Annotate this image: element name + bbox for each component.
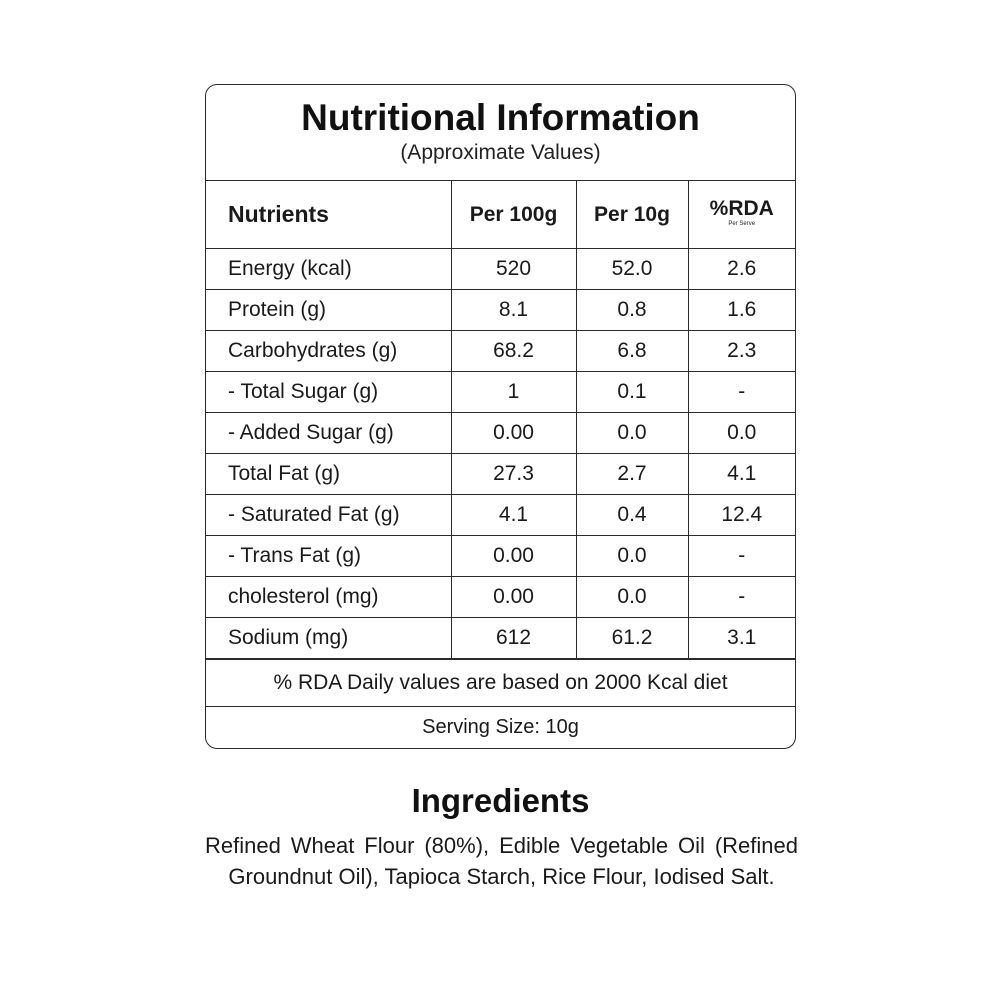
per-100g-cell: 0.00 bbox=[450, 535, 577, 577]
rda-header-sublabel: Per Serve bbox=[728, 220, 756, 227]
per-10g-cell: 6.8 bbox=[575, 330, 689, 372]
per-10g-cell: 0.0 bbox=[575, 412, 689, 454]
nutrient-name-cell: - Total Sugar (g) bbox=[206, 371, 452, 413]
table-row: Carbohydrates (g) 68.2 6.8 2.3 bbox=[206, 330, 795, 372]
table-row: - Total Sugar (g) 1 0.1- bbox=[206, 371, 795, 413]
nutrient-name-cell: Protein (g) bbox=[206, 289, 452, 331]
nutrient-name-cell: - Trans Fat (g) bbox=[206, 535, 452, 577]
column-header-nutrients: Nutrients bbox=[206, 181, 452, 249]
table-row: - Added Sugar (g) 0.00 0.0 0.0 bbox=[206, 412, 795, 454]
rda-cell: 3.1 bbox=[687, 617, 795, 659]
serving-size: Serving Size: 10g bbox=[206, 706, 795, 748]
column-header-rda: %RDA Per Serve bbox=[687, 181, 795, 249]
nutrition-panel: Nutritional Information (Approximate Val… bbox=[205, 84, 796, 749]
per-100g-cell: 612 bbox=[450, 617, 577, 659]
per-100g-cell: 0.00 bbox=[450, 412, 577, 454]
per-100g-cell: 4.1 bbox=[450, 494, 577, 536]
per-100g-cell: 68.2 bbox=[450, 330, 577, 372]
table-row: Sodium (mg) 612 61.2 3.1 bbox=[206, 617, 795, 659]
per-100g-cell: 27.3 bbox=[450, 453, 577, 495]
per-100g-cell: 0.00 bbox=[450, 576, 577, 618]
per-10g-cell: 52.0 bbox=[575, 248, 689, 290]
panel-header: Nutritional Information (Approximate Val… bbox=[206, 85, 795, 181]
panel-subtitle: (Approximate Values) bbox=[400, 141, 601, 164]
rda-cell: 12.4 bbox=[687, 494, 795, 536]
nutrient-name-cell: - Added Sugar (g) bbox=[206, 412, 452, 454]
nutrient-name-cell: cholesterol (mg) bbox=[206, 576, 452, 618]
rda-cell: 0.0 bbox=[687, 412, 795, 454]
per-10g-cell: 0.4 bbox=[575, 494, 689, 536]
ingredients-text: Refined Wheat Flour (80%), Edible Vegeta… bbox=[205, 833, 798, 889]
table-row: Protein (g) 8.1 0.8 1.6 bbox=[206, 289, 795, 331]
rda-cell: - bbox=[687, 535, 795, 577]
nutrition-table: Nutrients Per 100g Per 10g %RDA Per Serv… bbox=[206, 181, 795, 659]
table-row: cholesterol (mg) 0.00 0.0- bbox=[206, 576, 795, 618]
table-row: Total Fat (g) 27.3 2.7 4.1 bbox=[206, 453, 795, 495]
column-header-per-100g: Per 100g bbox=[450, 181, 577, 249]
rda-cell: 1.6 bbox=[687, 289, 795, 331]
rda-footnote: % RDA Daily values are based on 2000 Kca… bbox=[206, 659, 795, 706]
rda-cell: - bbox=[687, 576, 795, 618]
per-10g-cell: 0.0 bbox=[575, 576, 689, 618]
table-row: - Saturated Fat (g) 4.1 0.4 12.4 bbox=[206, 494, 795, 536]
nutrient-name-cell: Carbohydrates (g) bbox=[206, 330, 452, 372]
rda-header-label: %RDA bbox=[709, 196, 774, 220]
per-10g-cell: 0.0 bbox=[575, 535, 689, 577]
table-row: Energy (kcal) 520 52.0 2.6 bbox=[206, 248, 795, 290]
rda-cell: - bbox=[687, 371, 795, 413]
nutrient-name-cell: Energy (kcal) bbox=[206, 248, 452, 290]
per-10g-cell: 2.7 bbox=[575, 453, 689, 495]
rda-cell: 2.6 bbox=[687, 248, 795, 290]
column-header-per-10g: Per 10g bbox=[575, 181, 689, 249]
nutrient-name-cell: - Saturated Fat (g) bbox=[206, 494, 452, 536]
rda-cell: 4.1 bbox=[687, 453, 795, 495]
nutrient-name-cell: Total Fat (g) bbox=[206, 453, 452, 495]
per-10g-cell: 0.1 bbox=[575, 371, 689, 413]
per-100g-cell: 520 bbox=[450, 248, 577, 290]
nutrient-name-cell: Sodium (mg) bbox=[206, 617, 452, 659]
table-header-row: Nutrients Per 100g Per 10g %RDA Per Serv… bbox=[206, 181, 795, 249]
per-10g-cell: 61.2 bbox=[575, 617, 689, 659]
table-row: - Trans Fat (g) 0.00 0.0- bbox=[206, 535, 795, 577]
rda-cell: 2.3 bbox=[687, 330, 795, 372]
per-100g-cell: 1 bbox=[450, 371, 577, 413]
panel-title: Nutritional Information bbox=[301, 97, 700, 138]
ingredients-title: Ingredients bbox=[411, 782, 590, 819]
per-100g-cell: 8.1 bbox=[450, 289, 577, 331]
per-10g-cell: 0.8 bbox=[575, 289, 689, 331]
